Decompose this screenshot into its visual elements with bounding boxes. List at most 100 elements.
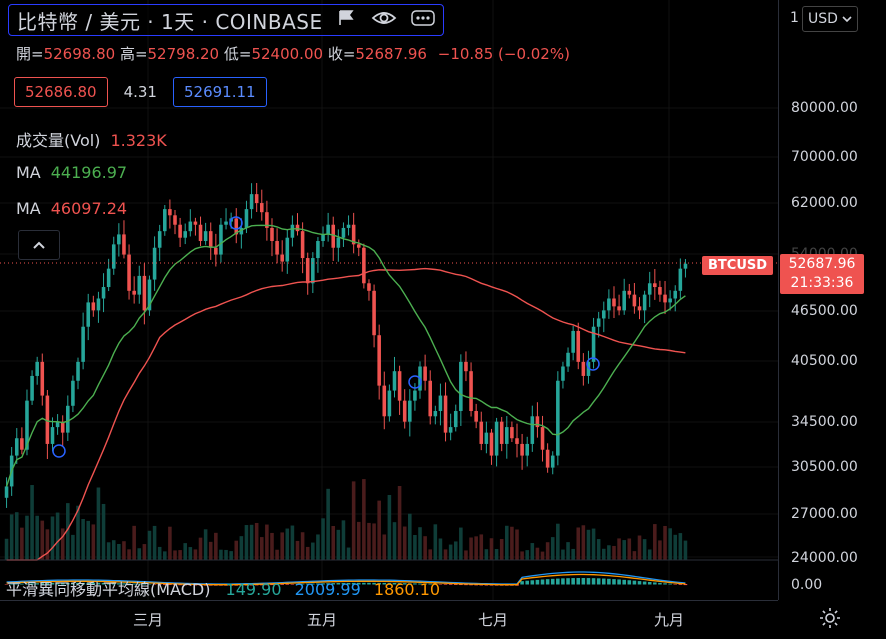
macd-hist-bar: [525, 580, 529, 585]
macd-hist-bar: [60, 582, 65, 585]
macd-hist-bar: [658, 582, 662, 585]
candle-body: [622, 290, 626, 311]
price-tick: 62000.00: [791, 195, 858, 211]
macd-hist-bar: [152, 584, 157, 585]
macd-hist-bar: [275, 584, 279, 585]
macd-legend[interactable]: 平滑異同移動平均線(MACD) 149.90 2009.99 1860.10: [6, 576, 440, 600]
collapse-legend-button[interactable]: [18, 230, 60, 260]
sell-button[interactable]: 52686.80: [14, 77, 108, 107]
macd-hist-bar: [591, 578, 596, 585]
volume-bar: [627, 538, 632, 560]
macd-pane: [0, 559, 778, 586]
ma-fast-legend[interactable]: MA 44196.97: [16, 163, 127, 182]
volume-bar: [479, 534, 484, 560]
candle-body: [295, 224, 300, 232]
macd-hist-bar: [305, 583, 310, 585]
volume-bar: [556, 523, 560, 560]
symbol-price-tag: BTCUSD: [702, 256, 774, 275]
candle-body: [254, 194, 259, 204]
macd-hist-bar: [168, 584, 172, 585]
candle-body: [76, 361, 80, 381]
candle-body: [505, 427, 509, 444]
candle-body: [356, 244, 361, 248]
macd-hist-bar: [341, 582, 346, 585]
volume-bar: [525, 550, 529, 560]
settings-button[interactable]: [818, 606, 842, 630]
volume-bar: [464, 550, 468, 560]
macd-hist-bar: [556, 578, 560, 585]
candle-body: [601, 310, 606, 319]
volume-legend[interactable]: 成交量(Vol) 1.323K: [16, 127, 167, 151]
symbol-legend[interactable]: 比特幣 / 美元 · 1天 · COINBASE: [8, 4, 444, 36]
candle-body: [647, 283, 652, 295]
candle-body: [326, 224, 330, 235]
macd-hist-bar: [117, 583, 121, 585]
volume-bar: [106, 542, 111, 560]
volume-bar: [290, 525, 295, 560]
candle-body: [66, 405, 70, 433]
volume-bar: [351, 481, 356, 560]
candle-body: [96, 298, 101, 311]
volume-bar: [4, 538, 9, 560]
event-markers: [52, 216, 600, 458]
candle-body: [443, 395, 448, 433]
volume-bar: [377, 500, 381, 560]
macd-hist-bar: [617, 579, 621, 585]
volume-bar: [305, 546, 310, 560]
volume-bar: [402, 526, 407, 560]
volume-bar: [586, 529, 591, 560]
time-axis[interactable]: 三月 五月 七月 九月: [0, 600, 778, 639]
macd-hist-bar: [96, 582, 101, 585]
macd-hist-bar: [647, 581, 652, 585]
ma-slow-legend[interactable]: MA 46097.24: [16, 199, 127, 218]
candle-body: [510, 427, 514, 439]
candle-body: [367, 283, 371, 291]
macd-hist-bar: [326, 583, 330, 585]
volume-bar: [285, 528, 290, 560]
bar-countdown: 21:33:36: [790, 275, 854, 291]
macd-hist-bar: [66, 582, 70, 585]
macd-hist-bar: [157, 584, 162, 585]
volume-bar: [515, 529, 519, 560]
flag-icon[interactable]: [337, 9, 357, 31]
volume-bar: [295, 540, 300, 560]
volume-bar: [581, 525, 586, 560]
price-axis[interactable]: 80000.00 70000.00 62000.00 54000.00 4650…: [778, 0, 886, 600]
volume-bar: [35, 515, 39, 560]
macd-hist-bar: [111, 583, 116, 585]
macd-hist-bar: [280, 584, 284, 585]
buy-button[interactable]: 52691.11: [172, 77, 267, 107]
ma-slow-line: [6, 267, 686, 561]
macd-hist-bar: [663, 583, 667, 585]
candle-body: [535, 416, 540, 428]
candle-body: [147, 279, 152, 311]
volume-bar: [382, 534, 387, 560]
more-icon[interactable]: [410, 9, 435, 31]
candle-body: [285, 237, 290, 262]
candle-body: [387, 390, 392, 417]
volume-bar: [188, 547, 193, 560]
candle-body: [382, 385, 387, 417]
macd-hist-bar: [530, 580, 535, 585]
macd-hist-bar: [382, 582, 387, 585]
volume-bar: [9, 514, 14, 560]
candle-body: [203, 231, 208, 242]
candle-body: [459, 361, 463, 412]
volume-bar: [510, 526, 514, 560]
candle-body: [372, 290, 376, 336]
candle-body: [25, 400, 29, 450]
candle-body: [316, 241, 320, 259]
currency-select[interactable]: USD: [802, 6, 858, 32]
macd-hist-bar: [535, 579, 540, 585]
volume-bar: [658, 540, 662, 560]
volume-bar: [346, 547, 351, 560]
macd-hist-bar: [443, 584, 448, 585]
candle-body: [50, 427, 55, 444]
eye-icon[interactable]: [371, 9, 397, 31]
volume-bar: [474, 536, 478, 560]
macd-hist-bar: [91, 582, 96, 585]
volume-bar: [413, 534, 417, 560]
candle-body: [397, 371, 402, 401]
candle-body: [351, 224, 356, 245]
